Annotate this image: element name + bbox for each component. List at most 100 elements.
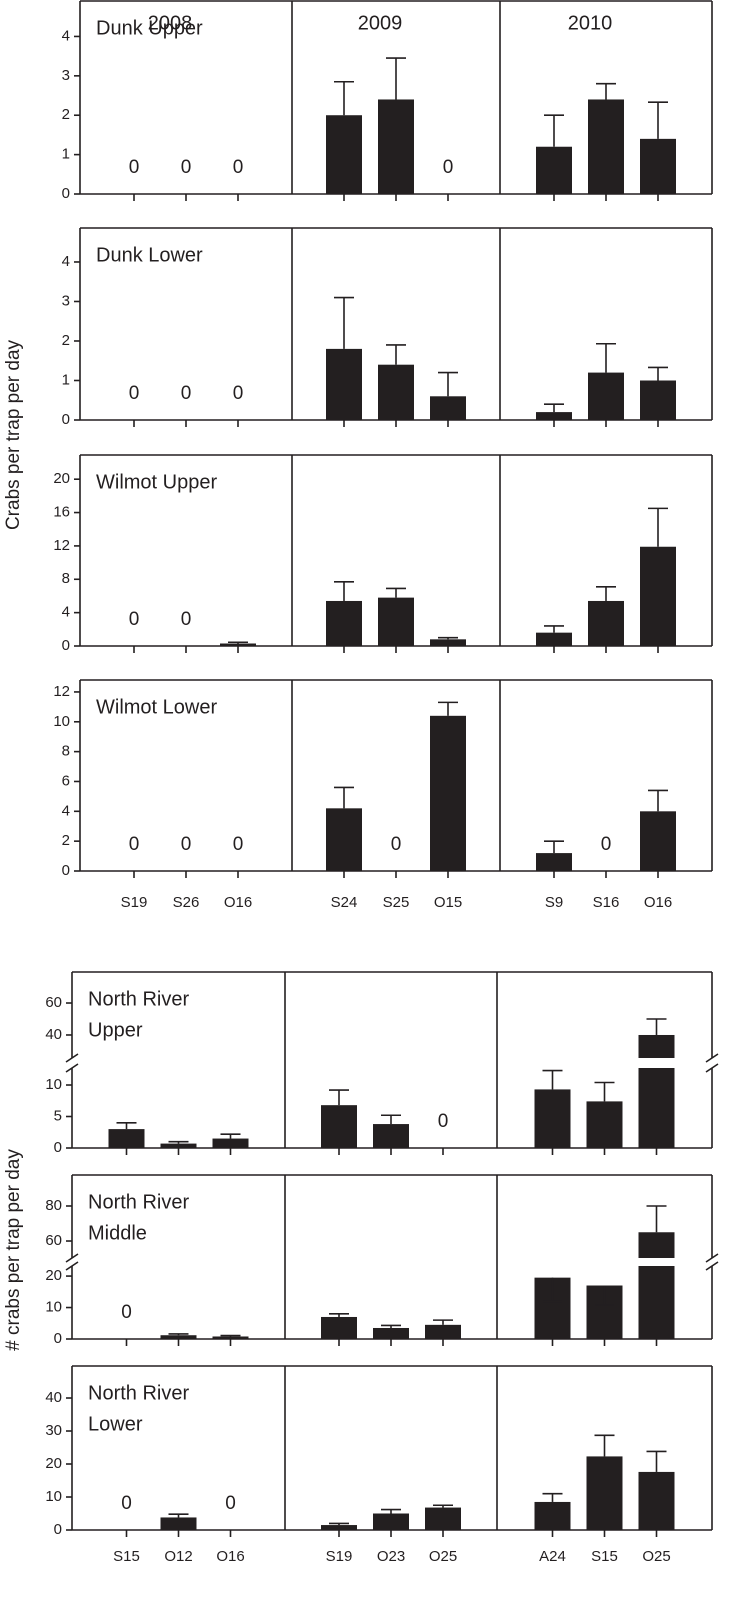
zero-label: 0 [225,1493,236,1514]
y-tick-label: 80 [45,1197,62,1214]
zero-label: 0 [233,834,244,855]
bar [536,853,572,871]
y-tick-label: 16 [53,504,70,521]
break-mark [705,1253,719,1263]
y-tick-label: 30 [45,1422,62,1439]
bar [640,380,676,420]
year-label: 2008 [148,12,193,34]
y-tick-label: 0 [62,185,70,202]
bar [378,99,414,194]
zero-label: 0 [181,834,192,855]
y-tick-label: 1 [62,146,70,163]
y-axis-label: # crabs per trap per day [3,1149,24,1351]
bar [321,1525,357,1530]
zero-label: 0 [181,157,192,178]
bar [220,643,256,646]
bar [430,396,466,420]
y-tick-label: 20 [53,470,70,487]
bar [536,146,572,194]
x-tick-label: O23 [377,1548,405,1565]
bar [638,1068,675,1148]
zero-label: 0 [129,609,140,630]
zero-label: 0 [121,1493,132,1514]
panel-title: Upper [88,1019,143,1041]
y-tick-label: 2 [62,106,70,123]
bar [640,546,676,646]
x-tick-label: O15 [434,894,462,911]
bar [160,1143,197,1148]
break-mark [65,1063,79,1073]
y-tick-label: 12 [53,537,70,554]
x-tick-label: O12 [164,1548,192,1565]
bar [430,639,466,646]
y-tick-label: 4 [62,604,70,621]
zero-label: 0 [129,834,140,855]
y-tick-label: 5 [54,1107,62,1124]
bar [326,600,362,646]
x-tick-label: S15 [591,1548,618,1565]
x-tick-label: S25 [383,894,410,911]
break-mark [705,1261,719,1271]
x-tick-label: S24 [331,894,358,911]
bar [425,1507,461,1530]
panel-title: Wilmot Upper [96,471,217,493]
y-tick-label: 0 [54,1521,62,1538]
y-tick-label: 4 [62,27,70,44]
bar [212,1336,249,1339]
y-tick-label: 2 [62,832,70,849]
zero-label: 0 [438,1111,449,1132]
x-tick-label: S16 [593,894,620,911]
bar [430,715,466,871]
y-tick-label: 4 [62,253,70,270]
panel-title: Dunk Upper [96,17,203,39]
bar [326,115,362,194]
zero-label: 0 [233,383,244,404]
y-tick-label: 6 [62,772,70,789]
y-tick-label: 0 [54,1139,62,1156]
x-tick-label: S26 [173,894,200,911]
panel-title: Wilmot Lower [96,696,217,718]
y-tick-label: 8 [62,743,70,760]
x-tick-label: S9 [545,894,563,911]
bar [638,1266,675,1339]
bar [108,1129,145,1148]
bar [638,1232,675,1258]
break-mark [65,1253,79,1263]
y-tick-label: 40 [45,1389,62,1406]
bar [373,1327,409,1339]
y-tick-label: 10 [53,713,70,730]
y-tick-label: 20 [45,1455,62,1472]
x-tick-label: O25 [429,1548,457,1565]
y-tick-label: 40 [45,1026,62,1043]
year-label: 2010 [568,12,613,34]
y-tick-label: 2 [62,332,70,349]
bar [212,1138,249,1148]
break-mark [705,1053,719,1063]
y-tick-label: 0 [62,411,70,428]
bar [536,632,572,646]
y-tick-label: 60 [45,1232,62,1249]
panel-title: North River [88,1191,189,1213]
break-mark [65,1261,79,1271]
y-tick-label: 3 [62,67,70,84]
break-mark [705,1063,719,1073]
y-tick-label: 4 [62,802,70,819]
bar [378,597,414,646]
panel-title: Lower [88,1413,143,1435]
y-tick-label: 60 [45,994,62,1011]
y-tick-label: 8 [62,570,70,587]
x-tick-label: S19 [326,1548,353,1565]
x-tick-label: O16 [644,894,672,911]
x-tick-label: O16 [216,1548,244,1565]
bar [321,1105,357,1148]
bar [160,1335,197,1339]
zero-label: 0 [181,609,192,630]
zero-label: 0 [233,157,244,178]
zero-label: 0 [601,834,612,855]
bar [534,1089,571,1148]
bar [586,1101,623,1148]
y-tick-label: 10 [45,1299,62,1316]
x-tick-label: S19 [121,894,148,911]
panel-title: North River [88,1382,189,1404]
